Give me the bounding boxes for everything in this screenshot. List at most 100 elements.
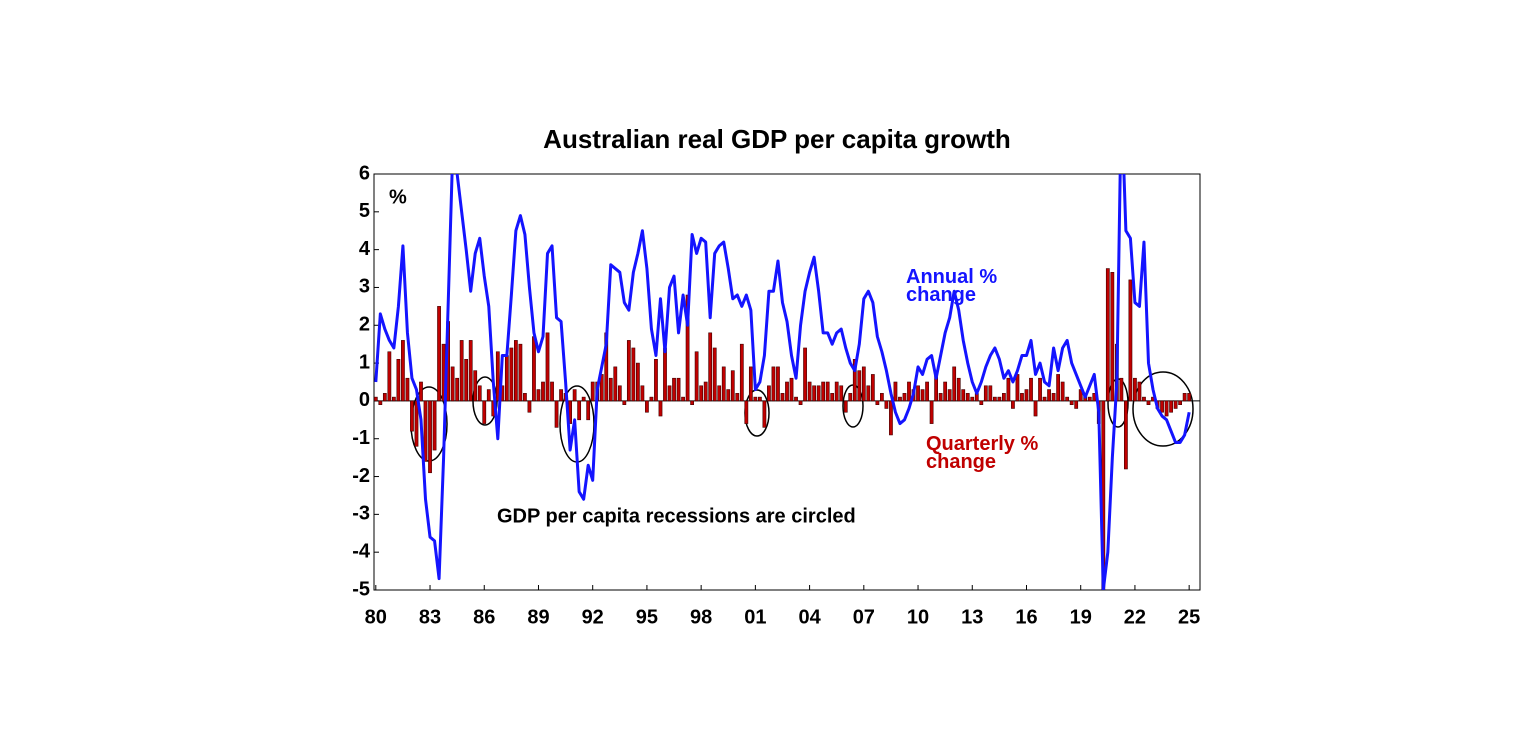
- bar: [708, 332, 713, 402]
- bar: [893, 381, 898, 402]
- line: [374, 174, 1191, 590]
- bar: [789, 377, 794, 402]
- bar: [437, 306, 441, 402]
- bar: [640, 385, 645, 402]
- bar: [758, 396, 762, 402]
- bar: [459, 340, 464, 402]
- bar: [884, 400, 889, 409]
- bar: [572, 389, 577, 402]
- bar: [509, 347, 514, 402]
- bar: [1133, 377, 1137, 402]
- bar: [468, 340, 473, 402]
- bar: [875, 400, 880, 405]
- bar: [785, 381, 789, 402]
- bar: [843, 400, 848, 413]
- bar: [486, 389, 491, 402]
- bar: [645, 400, 649, 413]
- x-tick-label: 92: [582, 606, 604, 628]
- bar: [898, 396, 902, 402]
- bar: [735, 393, 740, 402]
- bar: [554, 400, 559, 428]
- x-tick-label: 10: [907, 606, 929, 628]
- bar: [694, 351, 699, 402]
- bar: [830, 393, 835, 402]
- y-tick-label: 6: [359, 162, 370, 184]
- bar: [432, 400, 437, 451]
- bar: [956, 377, 961, 402]
- bar: [961, 389, 966, 402]
- bar: [608, 377, 613, 402]
- y-tick-label: -3: [352, 503, 370, 525]
- bar: [1119, 377, 1124, 402]
- series-label: Annual % change: [906, 266, 998, 306]
- bar: [943, 381, 948, 402]
- bar: [1142, 396, 1146, 402]
- bar: [920, 389, 925, 402]
- annotation: GDP per capita recessions are circled: [497, 505, 856, 527]
- bar: [405, 377, 410, 402]
- bar: [803, 347, 807, 402]
- bar: [1069, 400, 1074, 405]
- bar: [703, 381, 708, 402]
- bar: [514, 340, 518, 402]
- bar: [839, 385, 844, 402]
- bar: [870, 374, 875, 402]
- bar: [473, 370, 478, 402]
- bar: [586, 400, 591, 421]
- bar: [518, 343, 523, 402]
- bar: [1087, 396, 1092, 402]
- bar: [428, 400, 432, 474]
- bar: [834, 381, 839, 402]
- bar: [504, 355, 509, 402]
- bar: [776, 366, 780, 402]
- bar: [771, 366, 776, 402]
- bar: [392, 396, 396, 402]
- recession-circle: [1132, 371, 1194, 447]
- bar: [988, 385, 993, 402]
- y-tick-label: 5: [359, 200, 370, 222]
- bar: [938, 393, 943, 402]
- bar: [907, 381, 911, 402]
- y-tick-label: -5: [352, 578, 370, 600]
- bar: [527, 400, 532, 413]
- bar: [617, 385, 622, 402]
- bar: [654, 359, 658, 402]
- bar: [464, 359, 469, 402]
- x-tick-label: 25: [1178, 606, 1200, 628]
- bar: [983, 385, 988, 402]
- bar: [992, 396, 997, 402]
- bar: [812, 385, 816, 402]
- bar: [636, 362, 640, 402]
- y-tick-label: 2: [359, 314, 370, 336]
- x-tick-label: 89: [527, 606, 549, 628]
- bar: [916, 385, 920, 402]
- y-tick-label: 3: [359, 276, 370, 298]
- bar: [532, 336, 536, 402]
- bar: [1169, 400, 1173, 413]
- bar: [717, 385, 722, 402]
- bar: [866, 385, 871, 402]
- bar: [861, 366, 866, 402]
- x-tick-label: 04: [798, 606, 821, 628]
- bar: [1033, 400, 1038, 417]
- plot-frame: [373, 173, 1201, 591]
- y-tick-label: -4: [352, 540, 371, 562]
- bar: [658, 400, 663, 417]
- bar: [1011, 400, 1015, 409]
- bar: [1060, 381, 1065, 402]
- bar: [1024, 389, 1029, 402]
- bar: [848, 393, 853, 402]
- bar: [536, 389, 541, 402]
- bar: [979, 400, 984, 405]
- bar: [1006, 377, 1011, 402]
- bar: [730, 370, 735, 402]
- bar: [676, 377, 681, 402]
- bar: [821, 381, 826, 402]
- bar: [523, 393, 527, 402]
- bar: [1178, 400, 1182, 405]
- bar: [965, 393, 970, 402]
- bar: [378, 400, 383, 405]
- bar: [374, 396, 378, 402]
- bar: [482, 400, 487, 424]
- bar: [1146, 400, 1151, 405]
